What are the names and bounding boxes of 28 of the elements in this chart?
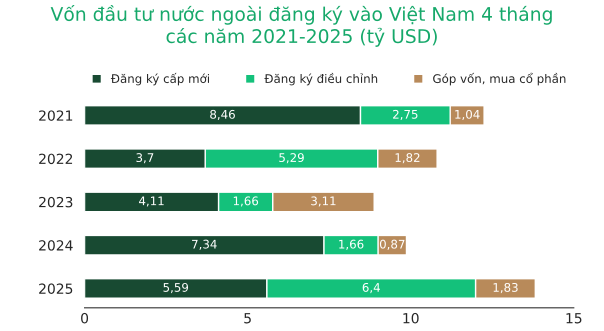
data-label: 1,83 xyxy=(494,282,518,294)
data-label: 5,29 xyxy=(279,153,304,164)
data-label: 3,11 xyxy=(311,196,336,207)
y-tick-label: 2021 xyxy=(39,110,72,121)
chart-title: Vốn đầu tư nước ngoài đăng ký vào Việt Nam 4 tháng các năm 2021-2025 (tỷ USD) xyxy=(50,4,552,47)
legend-label: Đăng ký điều chỉnh xyxy=(264,72,378,86)
legend-label: Đăng ký cấp mới xyxy=(110,72,209,86)
x-tick-label: 5 xyxy=(244,313,251,324)
data-label: 1,66 xyxy=(339,240,364,250)
x-tick-label: 10 xyxy=(403,312,419,324)
y-tick-label: 2025 xyxy=(39,283,72,294)
data-label: 3,7 xyxy=(136,153,154,164)
data-label: 5,59 xyxy=(163,282,188,294)
data-label: 6,4 xyxy=(362,282,380,294)
x-tick-label: 0 xyxy=(81,312,88,324)
data-label: 1,66 xyxy=(234,196,258,207)
data-label: 1,04 xyxy=(455,110,480,120)
y-tick-label: 2022 xyxy=(39,154,72,164)
data-label: 8,46 xyxy=(210,110,235,120)
y-tick-label: 2023 xyxy=(39,196,72,208)
legend-label: Góp vốn, mua cổ phần xyxy=(433,72,566,86)
data-label: 0,87 xyxy=(380,240,404,250)
y-tick-label: 2024 xyxy=(39,240,73,251)
data-label: 1,82 xyxy=(396,153,420,164)
x-tick-label: 15 xyxy=(566,313,582,324)
data-label: 4,11 xyxy=(139,196,164,207)
data-label: 7,34 xyxy=(192,240,217,250)
data-label: 2,75 xyxy=(393,110,418,120)
